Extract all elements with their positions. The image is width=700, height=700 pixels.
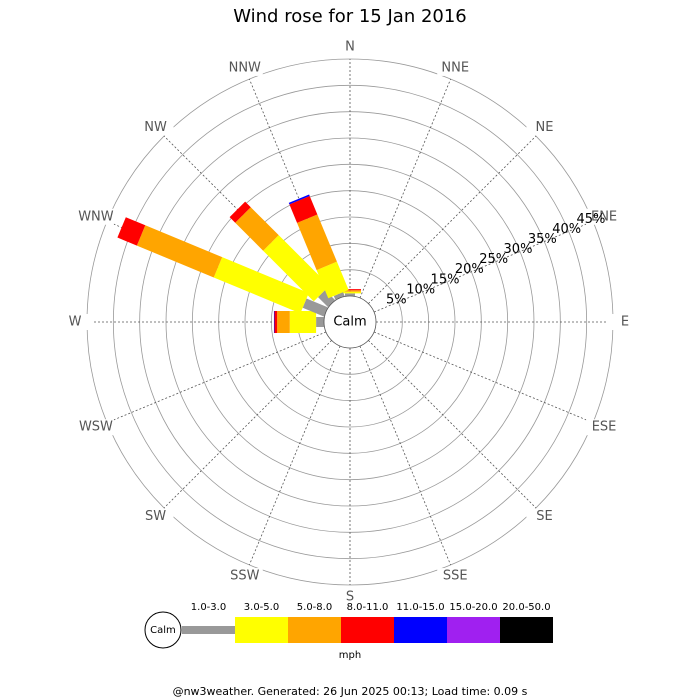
- label-bg: [607, 314, 643, 330]
- label-bg: [57, 314, 93, 330]
- ring-label: 5%: [386, 292, 407, 307]
- direction-label: ENE: [591, 209, 617, 224]
- direction-label: N: [345, 40, 355, 55]
- calm-circle: [323, 295, 377, 349]
- grid-ring: [191, 163, 509, 481]
- chart-title: Wind rose for 15 Jan 2016: [233, 6, 467, 27]
- spoke: [368, 135, 537, 304]
- bar-segment: [274, 311, 278, 333]
- legend-label: 8.0-11.0: [347, 602, 389, 613]
- direction-label: WNW: [78, 209, 114, 224]
- label-bg: [77, 419, 114, 436]
- spoke: [248, 345, 341, 566]
- legend-swatch: [500, 617, 553, 643]
- ring-label: 20%: [455, 262, 484, 277]
- bar-segment: [316, 317, 324, 327]
- bar-segment: [302, 298, 328, 317]
- label-bg: [437, 59, 474, 76]
- ring-label: 15%: [431, 272, 460, 287]
- direction-label: ESE: [592, 420, 617, 435]
- legend-swatch: [447, 617, 500, 643]
- legend-label: 11.0-15.0: [396, 602, 444, 613]
- spoke: [373, 220, 594, 313]
- bar-segment: [289, 311, 317, 333]
- legend-unit: mph: [339, 650, 361, 661]
- grid-ring: [112, 84, 588, 560]
- label-bg: [137, 119, 174, 136]
- bar-segment: [297, 214, 337, 271]
- label-bg: [526, 508, 563, 525]
- legend-swatch: [182, 626, 235, 634]
- spoke: [163, 135, 332, 304]
- bar-segment: [318, 290, 336, 308]
- spoke: [359, 345, 452, 566]
- ring-label: 10%: [406, 282, 435, 297]
- spoke: [373, 331, 594, 424]
- bar-segment: [289, 195, 318, 223]
- bar-segment: [339, 291, 361, 294]
- label-bg: [586, 419, 623, 436]
- direction-label: NNW: [229, 60, 261, 75]
- direction-label: WSW: [79, 420, 113, 435]
- label-bg: [77, 208, 114, 225]
- bar-segment: [136, 225, 223, 278]
- spoke: [359, 78, 452, 299]
- bar-segment: [316, 261, 349, 299]
- direction-label: W: [69, 315, 82, 330]
- grid-ring: [244, 216, 456, 428]
- legend-label: 15.0-20.0: [449, 602, 497, 613]
- footer: @nw3weather. Generated: 26 Jun 2025 00:1…: [173, 685, 528, 698]
- bar-segment: [235, 207, 279, 251]
- label-bg: [586, 208, 623, 225]
- legend-swatch: [235, 617, 288, 643]
- ring-label: 30%: [504, 242, 533, 257]
- bar-segment: [117, 217, 146, 246]
- legend-label: 1.0-3.0: [191, 602, 226, 613]
- bar-segment: [273, 311, 275, 333]
- bar-segment: [288, 194, 310, 205]
- direction-label: S: [346, 590, 354, 605]
- label-bg: [437, 568, 474, 585]
- label-bg: [226, 59, 263, 76]
- label-bg: [526, 119, 563, 136]
- bar-segment: [263, 235, 330, 302]
- direction-label: SSE: [443, 569, 468, 584]
- bar-segment: [213, 257, 309, 314]
- legend-label: 5.0-8.0: [297, 602, 332, 613]
- legend-calm: [144, 611, 182, 649]
- direction-label: SE: [536, 509, 552, 524]
- direction-label: NNE: [441, 60, 469, 75]
- label-bg: [137, 508, 174, 525]
- legend-swatch: [341, 617, 394, 643]
- spoke: [368, 340, 537, 509]
- legend-swatch: [394, 617, 447, 643]
- legend-label: 20.0-50.0: [502, 602, 550, 613]
- spoke: [248, 78, 341, 299]
- direction-label: SSW: [230, 569, 260, 584]
- direction-label: E: [621, 315, 629, 330]
- bar-segment: [277, 311, 290, 333]
- legend-label: 3.0-5.0: [244, 602, 279, 613]
- label-bg: [226, 568, 263, 585]
- legend-calm-label: Calm: [150, 625, 176, 636]
- legend-swatch: [288, 617, 341, 643]
- label-bg: [332, 39, 368, 55]
- direction-label: SW: [145, 509, 166, 524]
- bar-segment: [229, 201, 251, 223]
- spoke: [163, 340, 332, 509]
- direction-label: NE: [535, 120, 553, 135]
- ring-label: 35%: [528, 232, 557, 247]
- spoke: [106, 331, 327, 424]
- label-bg: [332, 589, 368, 605]
- bar-segment: [333, 292, 345, 300]
- ring-label: 45%: [577, 212, 606, 227]
- ring-label: 25%: [479, 252, 508, 267]
- direction-label: NW: [144, 120, 167, 135]
- bar-segment: [345, 293, 355, 296]
- calm-label: Calm: [333, 315, 366, 330]
- ring-label: 40%: [552, 222, 581, 237]
